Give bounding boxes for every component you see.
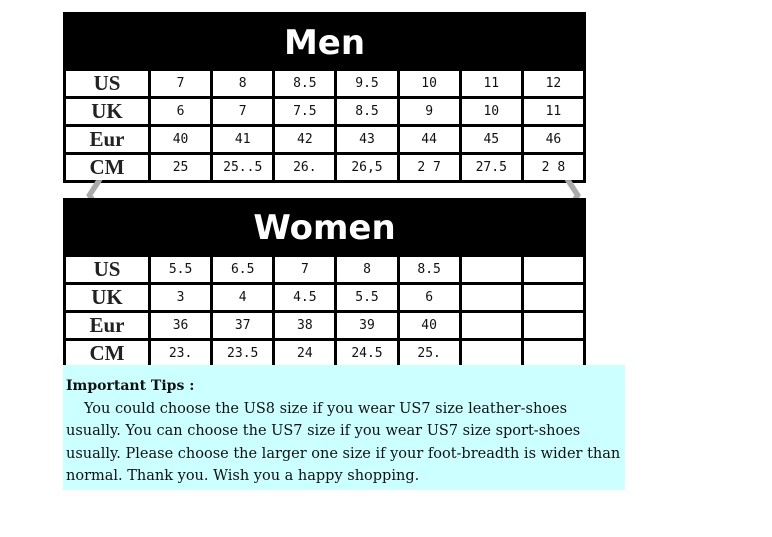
size-cell: 4 bbox=[210, 282, 276, 313]
size-cell: 9.5 bbox=[334, 68, 400, 99]
size-cell: 6 bbox=[396, 282, 462, 313]
size-cell: 26,5 bbox=[334, 152, 400, 183]
men-size-table: US 7 8 8.5 9.5 10 11 12 UK 6 7 7.5 8.5 9 10 11 Eur 40 41 42… bbox=[63, 68, 587, 183]
size-cell bbox=[458, 338, 524, 369]
size-row-cm: CM 25 25..5 26. 26,5 2 7 27.5 2 8 bbox=[63, 152, 587, 183]
women-size-table: US 5.5 6.5 7 8 8.5 UK 3 4 4.5 5.5 6 Eur 36 37 38 39 40 CM 2… bbox=[63, 254, 587, 369]
size-cell bbox=[520, 254, 587, 285]
size-cell: 2 8 bbox=[520, 152, 587, 183]
men-header: Men bbox=[63, 12, 586, 70]
row-label: US bbox=[63, 68, 151, 99]
size-cell: 8 bbox=[210, 68, 276, 99]
women-header: Women bbox=[63, 198, 586, 255]
size-row-eur: Eur 40 41 42 43 44 45 46 bbox=[63, 124, 587, 155]
size-cell: 7 bbox=[210, 96, 276, 127]
size-cell: 11 bbox=[458, 68, 524, 99]
size-cell: 25. bbox=[396, 338, 462, 369]
size-cell: 3 bbox=[147, 282, 214, 313]
size-row-cm: CM 23. 23.5 24 24.5 25. bbox=[63, 338, 587, 369]
row-label: US bbox=[63, 254, 151, 285]
size-cell: 5.5 bbox=[147, 254, 214, 285]
row-label: Eur bbox=[63, 124, 151, 155]
size-cell bbox=[458, 282, 524, 313]
size-cell: 7 bbox=[147, 68, 214, 99]
row-label: UK bbox=[63, 96, 151, 127]
size-cell: 36 bbox=[147, 310, 214, 341]
size-cell: 45 bbox=[458, 124, 524, 155]
size-cell: 8 bbox=[334, 254, 400, 285]
size-cell bbox=[458, 254, 524, 285]
size-row-uk: UK 3 4 4.5 5.5 6 bbox=[63, 282, 587, 313]
size-cell: 9 bbox=[396, 96, 462, 127]
size-row-uk: UK 6 7 7.5 8.5 9 10 11 bbox=[63, 96, 587, 127]
size-cell: 10 bbox=[396, 68, 462, 99]
tips-title: Important Tips : bbox=[66, 378, 195, 394]
size-cell: 37 bbox=[210, 310, 276, 341]
size-cell bbox=[520, 282, 587, 313]
row-label: UK bbox=[63, 282, 151, 313]
size-cell: 27.5 bbox=[458, 152, 524, 183]
row-label: CM bbox=[63, 338, 151, 369]
size-row-us: US 7 8 8.5 9.5 10 11 12 bbox=[63, 68, 587, 99]
size-cell: 4.5 bbox=[272, 282, 338, 313]
size-cell: 7 bbox=[272, 254, 338, 285]
size-cell: 24 bbox=[272, 338, 338, 369]
size-cell: 5.5 bbox=[334, 282, 400, 313]
size-cell: 11 bbox=[520, 96, 587, 127]
size-cell: 25 bbox=[147, 152, 214, 183]
size-cell: 2 7 bbox=[396, 152, 462, 183]
size-cell: 8.5 bbox=[396, 254, 462, 285]
size-row-eur: Eur 36 37 38 39 40 bbox=[63, 310, 587, 341]
size-cell: 38 bbox=[272, 310, 338, 341]
size-cell bbox=[520, 310, 587, 341]
size-cell: 39 bbox=[334, 310, 400, 341]
size-cell: 10 bbox=[458, 96, 524, 127]
size-cell: 40 bbox=[396, 310, 462, 341]
size-cell: 8.5 bbox=[334, 96, 400, 127]
size-cell: 43 bbox=[334, 124, 400, 155]
size-cell: 7.5 bbox=[272, 96, 338, 127]
important-tips: Important Tips : You could choose the US… bbox=[63, 365, 625, 490]
size-cell: 23. bbox=[147, 338, 214, 369]
size-cell: 26. bbox=[272, 152, 338, 183]
size-cell: 24.5 bbox=[334, 338, 400, 369]
tips-body: You could choose the US8 size if you wea… bbox=[66, 400, 621, 485]
size-cell: 44 bbox=[396, 124, 462, 155]
row-label: Eur bbox=[63, 310, 151, 341]
row-label: CM bbox=[63, 152, 151, 183]
size-cell: 42 bbox=[272, 124, 338, 155]
size-cell: 8.5 bbox=[272, 68, 338, 99]
size-cell: 40 bbox=[147, 124, 214, 155]
size-cell bbox=[520, 338, 587, 369]
size-cell: 25..5 bbox=[210, 152, 276, 183]
size-row-us: US 5.5 6.5 7 8 8.5 bbox=[63, 254, 587, 285]
size-cell: 12 bbox=[520, 68, 587, 99]
size-cell: 6.5 bbox=[210, 254, 276, 285]
size-cell: 23.5 bbox=[210, 338, 276, 369]
size-cell: 6 bbox=[147, 96, 214, 127]
size-cell bbox=[458, 310, 524, 341]
size-cell: 41 bbox=[210, 124, 276, 155]
size-cell: 46 bbox=[520, 124, 587, 155]
